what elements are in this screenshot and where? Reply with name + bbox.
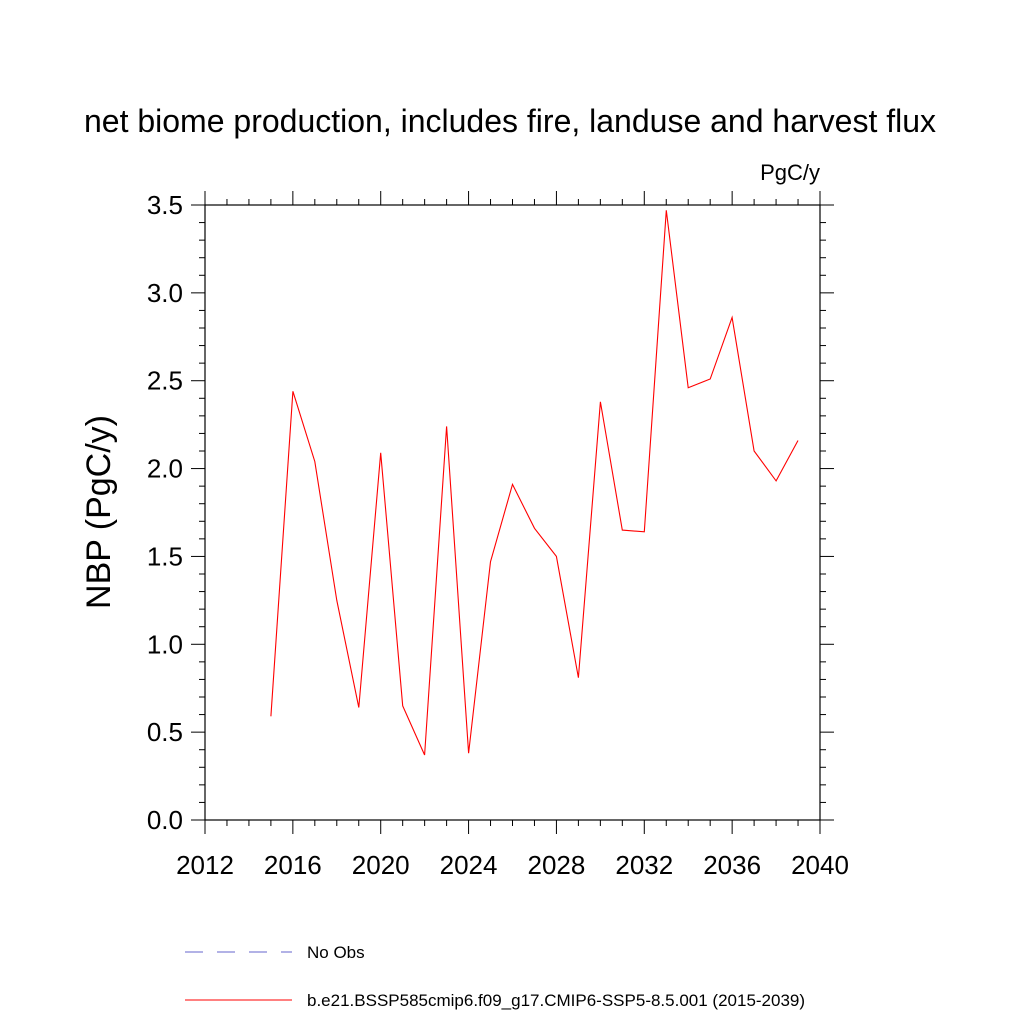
y-tick-label: 0.0 xyxy=(147,805,183,835)
y-tick-label: 3.5 xyxy=(147,190,183,220)
legend-label-model: b.e21.BSSP585cmip6.f09_g17.CMIP6-SSP5-8.… xyxy=(307,991,805,1010)
y-tick-label: 3.0 xyxy=(147,278,183,308)
units-label: PgC/y xyxy=(760,160,820,185)
x-tick-label: 2016 xyxy=(264,850,322,880)
series-layer xyxy=(270,210,799,756)
x-tick-label: 2012 xyxy=(176,850,234,880)
x-tick-label: 2040 xyxy=(791,850,849,880)
y-tick-label: 2.5 xyxy=(147,366,183,396)
ticks-layer xyxy=(191,191,834,834)
x-tick-labels: 2012 2016 2020 2024 2028 2032 2036 2040 xyxy=(176,850,849,880)
x-tick-label: 2020 xyxy=(352,850,410,880)
y-tick-label: 1.5 xyxy=(147,541,183,571)
legend-label-no-obs: No Obs xyxy=(307,943,365,962)
y-axis-label: NBP (PgC/y) xyxy=(80,415,118,609)
y-tick-labels: 0.0 0.5 1.0 1.5 2.0 2.5 3.0 3.5 xyxy=(147,190,183,835)
x-tick-label: 2036 xyxy=(703,850,761,880)
x-tick-label: 2032 xyxy=(615,850,673,880)
x-tick-label: 2028 xyxy=(528,850,586,880)
y-tick-label: 0.5 xyxy=(147,717,183,747)
y-tick-label: 1.0 xyxy=(147,629,183,659)
x-tick-label: 2024 xyxy=(440,850,498,880)
legend: No Obs b.e21.BSSP585cmip6.f09_g17.CMIP6-… xyxy=(185,943,805,1010)
chart-title: net biome production, includes fire, lan… xyxy=(84,103,936,139)
y-tick-label: 2.0 xyxy=(147,454,183,484)
series-line xyxy=(270,210,799,756)
plot-frame xyxy=(204,204,821,821)
